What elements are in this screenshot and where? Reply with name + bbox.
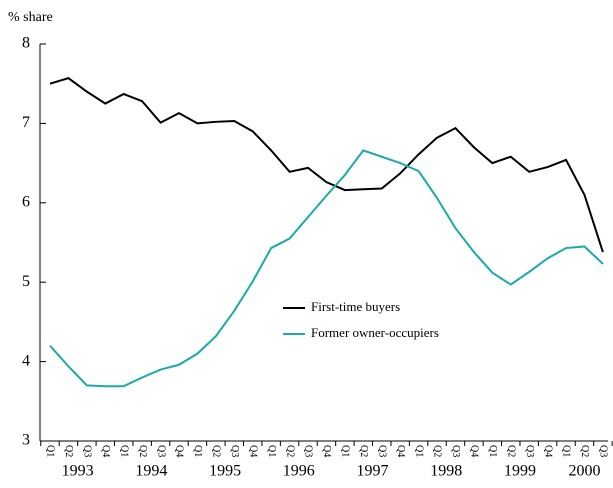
- x-tick-label: Q3: [524, 445, 535, 457]
- year-label: 1999: [504, 463, 536, 480]
- x-tick-label: Q4: [469, 445, 480, 457]
- series-line: [49, 77, 604, 253]
- y-axis-label: % share: [8, 10, 53, 25]
- legend-label: Former owner-occupiers: [311, 325, 439, 340]
- x-tick-label: Q4: [321, 445, 332, 457]
- x-tick-label: Q1: [561, 445, 572, 457]
- series-line: [49, 149, 604, 388]
- x-tick-label: Q1: [118, 445, 129, 457]
- y-tick-label: 8: [22, 35, 30, 52]
- x-tick-label: Q2: [137, 445, 148, 457]
- x-tick-label: Q3: [598, 445, 609, 457]
- x-tick-label: Q2: [63, 445, 74, 457]
- x-tick-label: Q4: [174, 445, 185, 457]
- x-tick-label: Q1: [192, 445, 203, 457]
- x-tick-label: Q2: [505, 445, 516, 457]
- x-tick-label: Q2: [358, 445, 369, 457]
- x-tick-label: Q3: [303, 445, 314, 457]
- x-tick-label: Q2: [432, 445, 443, 457]
- x-tick-label: Q4: [542, 445, 553, 457]
- x-tick-label: Q1: [266, 445, 277, 457]
- x-tick-label: Q2: [211, 445, 222, 457]
- year-label: 1998: [430, 463, 462, 480]
- y-tick-label: 6: [22, 193, 30, 210]
- year-label: 1993: [62, 463, 94, 480]
- x-tick-label: Q3: [450, 445, 461, 457]
- y-tick-label: 3: [22, 432, 30, 449]
- x-tick-label: Q3: [155, 445, 166, 457]
- x-tick-label: Q2: [579, 445, 590, 457]
- x-tick-label: Q4: [247, 445, 258, 457]
- x-tick-label: Q2: [284, 445, 295, 457]
- x-tick-label: Q3: [229, 445, 240, 457]
- y-tick-label: 4: [22, 352, 30, 369]
- y-tick-label: 7: [22, 114, 30, 131]
- x-tick-label: Q1: [413, 445, 424, 457]
- year-label: 1997: [357, 463, 389, 480]
- x-tick-label: Q3: [376, 445, 387, 457]
- x-tick-label: Q4: [100, 445, 111, 457]
- x-tick-label: Q1: [45, 445, 56, 457]
- year-label: 1994: [135, 463, 167, 480]
- year-label: 1996: [283, 463, 315, 480]
- legend-label: First-time buyers: [311, 299, 400, 314]
- x-tick-label: Q1: [340, 445, 351, 457]
- year-label: 2000: [568, 463, 600, 480]
- x-tick-label: Q4: [395, 445, 406, 457]
- y-tick-label: 5: [22, 273, 30, 290]
- year-label: 1995: [209, 463, 241, 480]
- x-tick-label: Q3: [82, 445, 93, 457]
- x-tick-label: Q1: [487, 445, 498, 457]
